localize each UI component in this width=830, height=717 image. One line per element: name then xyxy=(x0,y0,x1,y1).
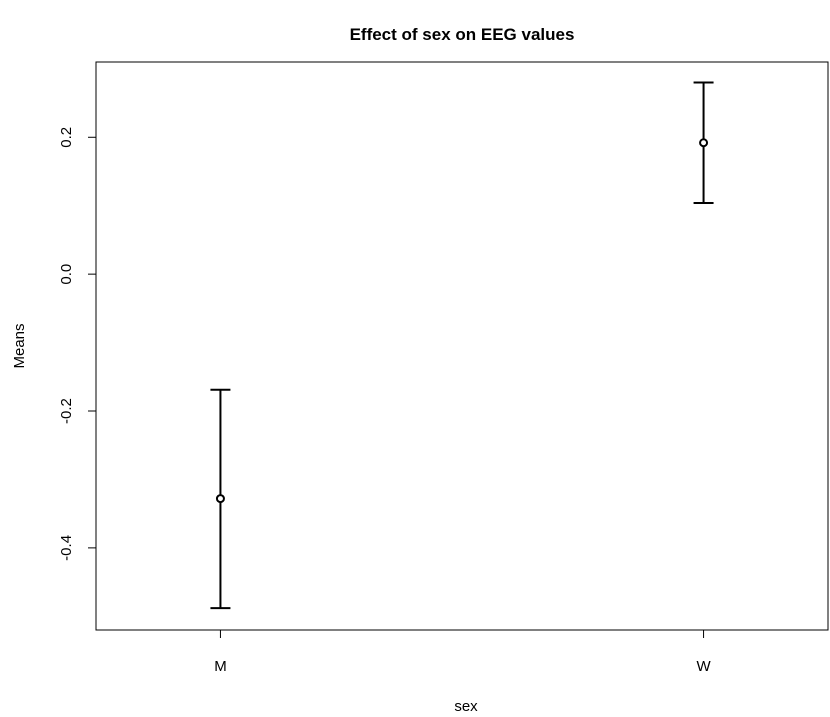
y-tick-label: -0.2 xyxy=(58,398,75,424)
y-axis: -0.4 -0.2 0.0 0.2 xyxy=(58,127,97,561)
y-axis-label: Means xyxy=(11,323,28,368)
chart-title: Effect of sex on EEG values xyxy=(350,25,575,44)
y-tick-label: 0.2 xyxy=(58,127,75,148)
mean-point xyxy=(215,494,225,504)
x-tick-label: M xyxy=(214,658,227,675)
x-tick-label: W xyxy=(696,658,711,675)
plot-frame xyxy=(95,61,829,631)
x-axis-label: sex xyxy=(454,698,478,715)
y-tick-label: 0.0 xyxy=(58,264,75,285)
data-marks xyxy=(210,81,714,610)
mean-point xyxy=(699,138,709,148)
y-tick-label: -0.4 xyxy=(58,535,75,561)
